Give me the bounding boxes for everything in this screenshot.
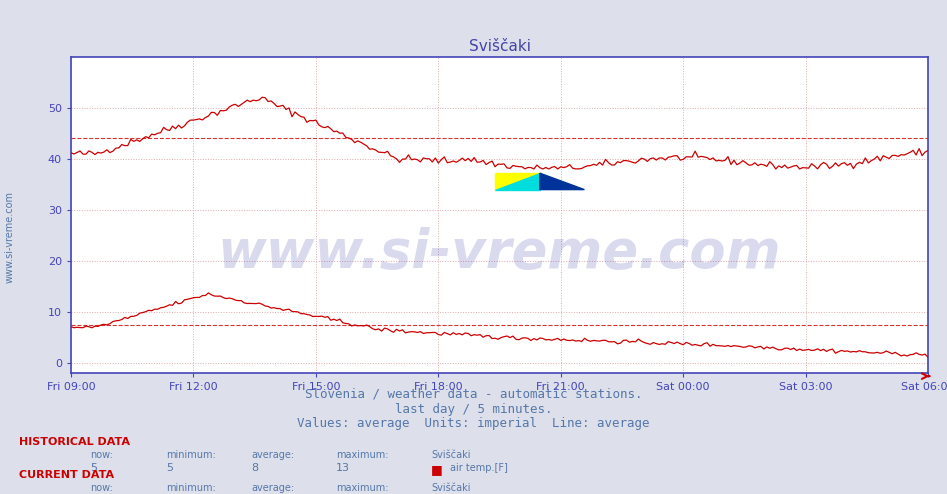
Text: maximum:: maximum: — [336, 483, 388, 493]
Text: 13: 13 — [336, 463, 350, 473]
Text: maximum:: maximum: — [336, 450, 388, 459]
Text: CURRENT DATA: CURRENT DATA — [19, 470, 114, 480]
Text: now:: now: — [90, 450, 113, 459]
Polygon shape — [495, 173, 540, 190]
Text: 8: 8 — [251, 463, 259, 473]
Text: minimum:: minimum: — [166, 483, 216, 493]
Text: air temp.[F]: air temp.[F] — [450, 463, 508, 473]
Text: Values: average  Units: imperial  Line: average: Values: average Units: imperial Line: av… — [297, 417, 650, 430]
Text: 5: 5 — [90, 463, 97, 473]
Text: Sviščaki: Sviščaki — [431, 450, 471, 459]
Text: 5: 5 — [166, 463, 172, 473]
Text: Slovenia / weather data - automatic stations.: Slovenia / weather data - automatic stat… — [305, 388, 642, 401]
Polygon shape — [495, 173, 540, 190]
Title: Sviščaki: Sviščaki — [469, 39, 530, 54]
Text: www.si-vreme.com: www.si-vreme.com — [5, 191, 15, 283]
Text: ■: ■ — [431, 463, 442, 476]
Text: Sviščaki: Sviščaki — [431, 483, 471, 493]
Text: now:: now: — [90, 483, 113, 493]
Polygon shape — [540, 173, 584, 190]
Text: www.si-vreme.com: www.si-vreme.com — [218, 227, 781, 279]
Text: HISTORICAL DATA: HISTORICAL DATA — [19, 437, 130, 447]
Text: average:: average: — [251, 483, 295, 493]
Text: last day / 5 minutes.: last day / 5 minutes. — [395, 403, 552, 415]
Text: average:: average: — [251, 450, 295, 459]
Text: minimum:: minimum: — [166, 450, 216, 459]
